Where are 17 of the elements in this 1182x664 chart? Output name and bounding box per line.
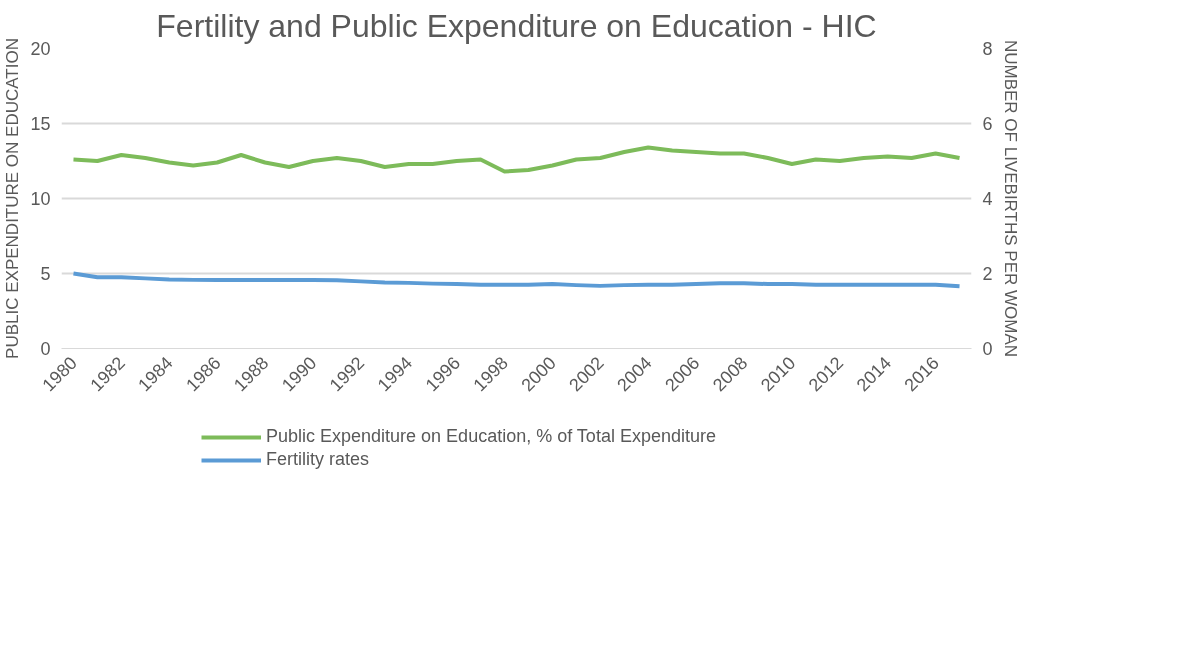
y-axis-title: PUBLIC EXPENDITURE ON EDUCATION	[3, 38, 23, 359]
y-tick-label: 5	[40, 264, 51, 284]
y2-tick-label: 4	[982, 189, 993, 209]
y-tick-label: 0	[40, 339, 51, 359]
y2-tick-label: 6	[982, 114, 993, 134]
legend-label: Public Expenditure on Education, % of Total Expenditure	[266, 426, 716, 447]
y2-tick-label: 8	[982, 39, 993, 59]
y2-axis-title: NUMBER OF LIVEBIRTHS PER WOMAN	[1000, 39, 1020, 358]
y2-tick-label: 2	[982, 264, 993, 284]
line-series	[71, 145, 962, 174]
legend-label: Fertility rates	[266, 449, 370, 470]
chart-title: Fertility and Public Expenditure on Education - HIC	[156, 7, 877, 44]
y2-tick-label: 0	[982, 339, 993, 359]
y-tick-label: 20	[30, 39, 51, 59]
line-series	[71, 271, 962, 289]
y-tick-label: 10	[30, 189, 51, 209]
y-tick-label: 15	[30, 114, 51, 134]
